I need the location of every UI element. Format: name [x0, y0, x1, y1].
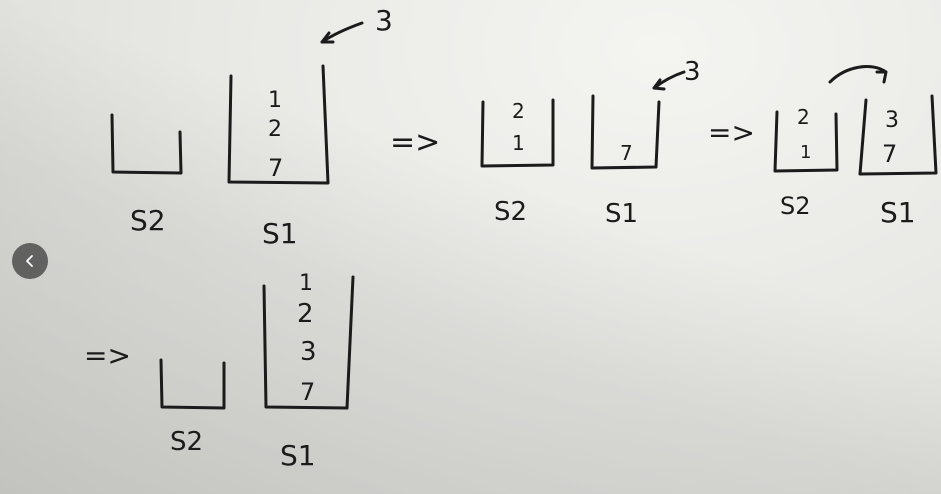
stack-item: 7	[620, 141, 633, 165]
stack-s1-container	[227, 64, 330, 185]
stack-item: 7	[882, 140, 897, 168]
stage-4: => S2 1 2 3 7 S1	[84, 271, 355, 472]
transition-arrow: =>	[708, 116, 755, 149]
stack-item: 7	[300, 378, 315, 406]
stack-item: 2	[268, 117, 282, 142]
stack-s1-container	[858, 94, 938, 176]
incoming-value: 3	[684, 57, 701, 87]
back-button[interactable]	[12, 243, 48, 279]
transition-arrow: =>	[84, 339, 131, 372]
stack-s1-label: S1	[880, 196, 916, 229]
stack-s2-container	[773, 110, 839, 173]
stack-s2-container	[480, 98, 555, 168]
stack-item: 2	[512, 99, 525, 123]
stack-s1-label: S1	[262, 217, 298, 250]
stack-s2-container	[159, 358, 226, 410]
stack-item: 1	[512, 131, 525, 155]
stage-1: S2 1 2 7 S1 3	[110, 4, 393, 250]
stack-s1-label: S1	[605, 199, 638, 229]
stack-s1-label: S1	[280, 439, 316, 472]
stack-s2-label: S2	[170, 427, 203, 457]
chevron-left-icon	[26, 255, 33, 267]
push-arrow-icon	[320, 21, 364, 44]
stack-item: 2	[297, 299, 314, 329]
stack-item: 1	[800, 142, 811, 163]
stack-s2-label: S2	[494, 197, 527, 227]
stack-item: 2	[797, 105, 810, 129]
stack-item: 7	[268, 154, 283, 182]
curved-arrow-icon	[828, 65, 888, 84]
stack-item: 1	[268, 88, 282, 113]
stack-item: 1	[299, 271, 313, 296]
stack-item: 3	[885, 108, 899, 133]
stack-s2-label: S2	[130, 204, 166, 237]
stack-s1-container	[262, 275, 355, 410]
stack-s2-container	[110, 113, 183, 175]
stack-s1-container	[590, 94, 661, 170]
push-arrow-icon	[652, 70, 686, 91]
stack-item: 3	[300, 337, 317, 367]
incoming-value: 3	[375, 4, 393, 37]
stage-2: 2 1 S2 7 S1 3	[480, 57, 701, 229]
transition-arrow: =>	[390, 125, 440, 160]
stack-s2-label: S2	[780, 192, 811, 220]
stage-3: 2 1 S2 3 7 S1	[773, 65, 938, 229]
